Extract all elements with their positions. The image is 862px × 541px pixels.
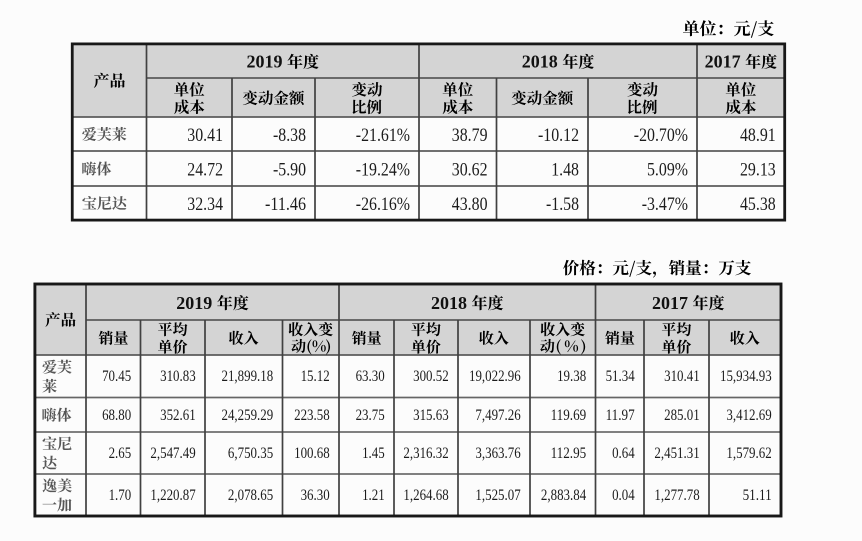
svg-text:315.63: 315.63 (413, 407, 449, 424)
svg-text:3,412.69: 3,412.69 (726, 407, 772, 424)
svg-text:-26.16%: -26.16% (356, 194, 410, 215)
svg-text:19,022.96: 19,022.96 (469, 368, 521, 385)
svg-text:-19.24%: -19.24% (356, 159, 410, 180)
svg-text:70.45: 70.45 (102, 368, 131, 385)
svg-text:2,078.65: 2,078.65 (228, 487, 274, 504)
svg-text:43.80: 43.80 (452, 194, 488, 215)
svg-text:1,220.87: 1,220.87 (150, 487, 196, 504)
svg-text:-10.12: -10.12 (538, 125, 579, 146)
svg-text:-11.46: -11.46 (265, 194, 306, 215)
svg-text:2,547.49: 2,547.49 (150, 445, 196, 462)
svg-text:1,277.78: 1,277.78 (654, 487, 700, 504)
svg-text:15,934.93: 15,934.93 (720, 368, 772, 385)
svg-text:19.38: 19.38 (557, 368, 586, 385)
svg-text:2,883.84: 2,883.84 (541, 487, 587, 504)
svg-text:5.09%: 5.09% (647, 159, 688, 180)
svg-text:352.61: 352.61 (160, 407, 196, 424)
svg-text:30.41: 30.41 (187, 125, 223, 146)
svg-text:1.48: 1.48 (551, 159, 579, 180)
svg-text:2,316.32: 2,316.32 (403, 445, 448, 462)
svg-text:310.83: 310.83 (160, 368, 196, 385)
svg-text:51.11: 51.11 (743, 487, 772, 504)
svg-text:310.41: 310.41 (664, 368, 700, 385)
svg-text:3,363.76: 3,363.76 (475, 445, 521, 462)
svg-text:1.21: 1.21 (362, 487, 385, 504)
svg-text:51.34: 51.34 (606, 368, 635, 385)
svg-text:0.04: 0.04 (612, 487, 635, 504)
svg-text:1,264.68: 1,264.68 (403, 487, 449, 504)
svg-text:-8.38: -8.38 (273, 125, 306, 146)
svg-text:1.45: 1.45 (362, 445, 385, 462)
svg-text:68.80: 68.80 (102, 407, 131, 424)
svg-text:21,899.18: 21,899.18 (222, 368, 274, 385)
svg-text:2019: 2019 (247, 52, 283, 72)
svg-text:48.91: 48.91 (740, 125, 776, 146)
svg-text:2017: 2017 (652, 293, 688, 313)
svg-text:15.12: 15.12 (301, 368, 330, 385)
svg-text:1,579.62: 1,579.62 (726, 445, 771, 462)
svg-text:45.38: 45.38 (740, 194, 776, 215)
svg-text:-1.58: -1.58 (546, 194, 579, 215)
svg-text:2017: 2017 (705, 52, 741, 72)
svg-text:-5.90: -5.90 (273, 159, 306, 180)
svg-text:30.62: 30.62 (452, 159, 488, 180)
svg-text:2.65: 2.65 (109, 445, 132, 462)
svg-text:223.58: 223.58 (294, 407, 330, 424)
svg-text:-3.47%: -3.47% (642, 194, 688, 215)
svg-text:24.72: 24.72 (187, 159, 223, 180)
svg-text:6,750.35: 6,750.35 (228, 445, 274, 462)
svg-text:23.75: 23.75 (356, 407, 385, 424)
svg-text:2019: 2019 (176, 293, 212, 313)
svg-text:2,451.31: 2,451.31 (654, 445, 699, 462)
svg-text:0.64: 0.64 (612, 445, 635, 462)
svg-text:32.34: 32.34 (187, 194, 223, 215)
svg-text:11.97: 11.97 (606, 407, 635, 424)
svg-text:-21.61%: -21.61% (356, 125, 410, 146)
svg-text:1,525.07: 1,525.07 (475, 487, 521, 504)
svg-text:119.69: 119.69 (551, 407, 587, 424)
svg-text:63.30: 63.30 (356, 368, 385, 385)
svg-text:7,497.26: 7,497.26 (475, 407, 521, 424)
svg-text:100.68: 100.68 (294, 445, 330, 462)
svg-text:29.13: 29.13 (740, 159, 776, 180)
svg-text:-20.70%: -20.70% (634, 125, 688, 146)
svg-text:300.52: 300.52 (413, 368, 449, 385)
svg-text:2018: 2018 (431, 293, 467, 313)
svg-text:24,259.29: 24,259.29 (222, 407, 274, 424)
svg-text:38.79: 38.79 (452, 125, 488, 146)
svg-text:1.70: 1.70 (109, 487, 132, 504)
svg-text:2018: 2018 (522, 52, 558, 72)
svg-text:285.01: 285.01 (664, 407, 700, 424)
svg-text:112.95: 112.95 (551, 445, 587, 462)
svg-text:36.30: 36.30 (301, 487, 330, 504)
